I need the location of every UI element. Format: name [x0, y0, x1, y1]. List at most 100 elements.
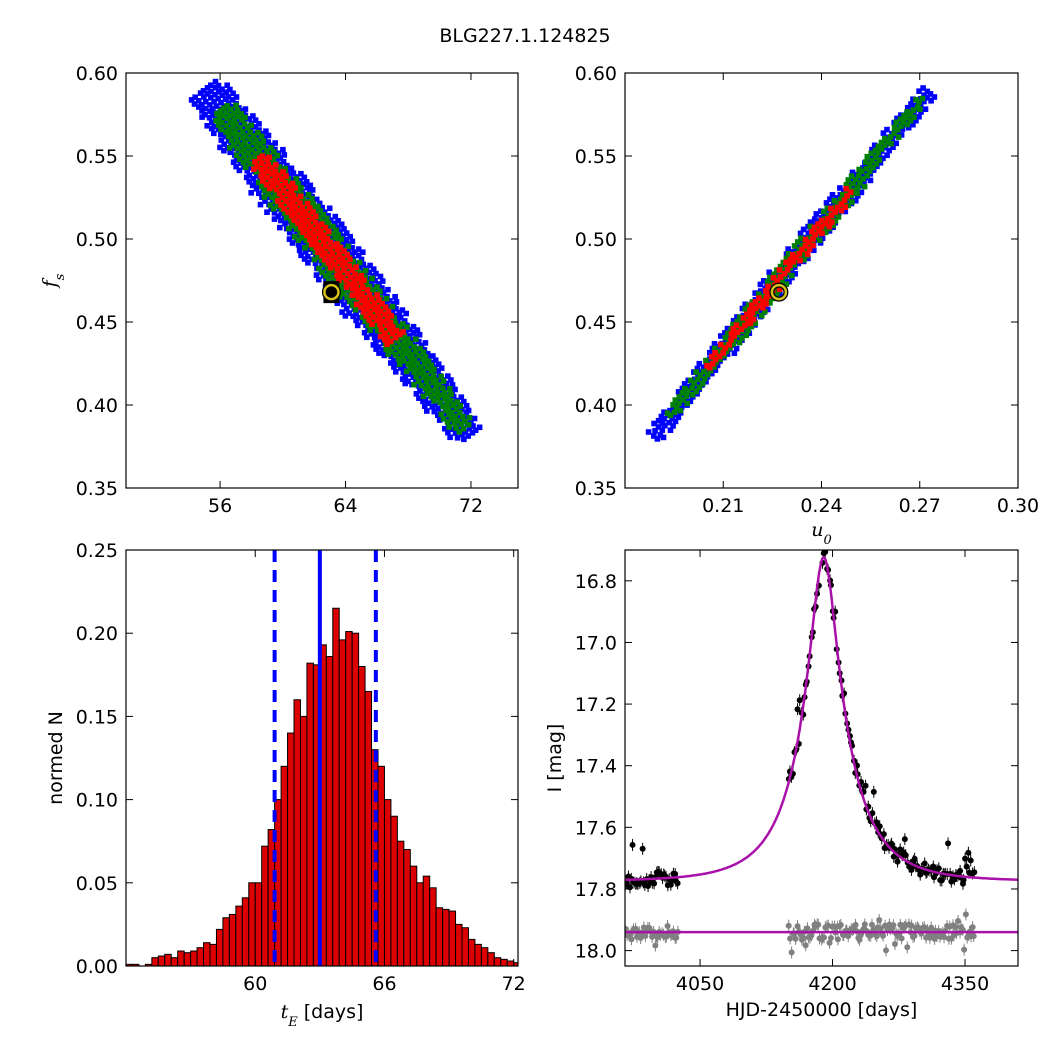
- contour-outer-cell: [377, 336, 383, 343]
- contour-outer-cell: [391, 357, 397, 364]
- contour-mid-cell: [679, 390, 686, 396]
- contour-inner-cell: [728, 337, 734, 343]
- contour-outer-cell: [417, 388, 423, 394]
- contour-mid-cell: [318, 257, 325, 264]
- contour-mid-cell: [217, 108, 224, 114]
- contour-mid-cell: [407, 365, 414, 372]
- contour-outer-cell: [223, 89, 230, 95]
- contour-mid-cell: [682, 385, 688, 392]
- contour-mid-cell: [215, 122, 222, 128]
- contour-outer-cell: [265, 132, 272, 139]
- contour-inner-cell: [311, 226, 318, 233]
- contour-outer-cell: [353, 317, 359, 324]
- contour-outer-cell: [707, 350, 713, 356]
- contour-mid-cell: [404, 324, 410, 330]
- contour-outer-cell: [303, 179, 310, 185]
- contour-mid-cell: [289, 223, 296, 229]
- contour-outer-cell: [282, 220, 288, 227]
- contour-outer-cell: [257, 201, 264, 208]
- contour-inner-cell: [299, 217, 305, 224]
- contour-outer-cell: [871, 142, 878, 149]
- contour-mid-cell: [259, 183, 265, 190]
- contour-inner-cell: [276, 190, 283, 197]
- contour-inner-cell: [295, 214, 302, 220]
- contour-outer-cell: [316, 200, 323, 207]
- contour-mid-cell: [794, 257, 800, 264]
- data-point: [869, 810, 876, 817]
- contour-mid-cell: [919, 95, 926, 102]
- contour-outer-cell: [366, 269, 373, 276]
- contour-mid-cell: [438, 392, 445, 398]
- contour-inner-cell: [826, 223, 833, 230]
- contour-inner-cell: [368, 296, 375, 303]
- contour-outer-cell: [860, 165, 866, 171]
- contour-layer: [645, 85, 938, 442]
- contour-inner-cell: [274, 180, 280, 186]
- histogram-bar: [506, 960, 515, 966]
- data-point: [945, 840, 952, 847]
- contour-outer-cell: [211, 98, 217, 105]
- contour-inner-cell: [286, 202, 293, 208]
- histogram-bar: [215, 928, 224, 966]
- contour-outer-cell: [811, 247, 817, 254]
- contour-mid-cell: [389, 303, 396, 310]
- contour-mid-cell: [403, 368, 410, 375]
- contour-inner-cell: [834, 204, 841, 211]
- contour-inner-cell: [280, 169, 286, 175]
- contour-outer-cell: [302, 249, 309, 255]
- contour-inner-cell: [319, 252, 325, 259]
- contour-mid-cell: [396, 348, 403, 355]
- contour-outer-cell: [340, 239, 347, 245]
- y-axis-label: normed N: [45, 711, 67, 805]
- contour-outer-cell: [675, 414, 682, 421]
- contour-mid-cell: [233, 102, 239, 109]
- contour-mid-cell: [423, 378, 430, 385]
- contour-outer-cell: [284, 162, 290, 169]
- contour-outer-cell: [342, 313, 349, 319]
- contour-mid-cell: [448, 416, 455, 422]
- contour-inner-cell: [258, 160, 265, 166]
- label-sub: s: [53, 273, 68, 280]
- contour-outer-cell: [301, 174, 308, 181]
- contour-inner-cell: [343, 284, 350, 290]
- x-axis-label: tE [days]: [281, 1001, 364, 1030]
- contour-outer-cell: [470, 423, 476, 429]
- contour-outer-cell: [355, 252, 362, 259]
- contour-inner-cell: [720, 350, 726, 356]
- contour-outer-cell: [696, 360, 703, 367]
- contour-inner-cell: [307, 205, 313, 211]
- contour-outer-cell: [829, 192, 836, 198]
- contour-inner-cell: [371, 300, 378, 307]
- contour-inner-cell: [327, 246, 334, 252]
- contour-outer-cell: [761, 278, 767, 284]
- contour-inner-cell: [370, 314, 376, 320]
- contour-mid-cell: [411, 344, 417, 350]
- contour-mid-cell: [807, 242, 813, 249]
- contour-inner-cell: [383, 304, 389, 311]
- data-point: [908, 866, 915, 873]
- contour-outer-cell: [385, 286, 391, 293]
- contour-outer-cell: [672, 418, 679, 425]
- contour-outer-cell: [353, 260, 360, 267]
- contour-outer-cell: [416, 357, 422, 363]
- contour-outer-cell: [852, 171, 858, 178]
- contour-inner-cell: [733, 322, 740, 328]
- axes-frame: [624, 549, 1019, 967]
- contour-mid-cell: [777, 263, 784, 270]
- contour-inner-cell: [319, 246, 325, 252]
- contour-mid-cell: [246, 136, 253, 142]
- y-tick-label: 17.8: [575, 879, 617, 901]
- y-tick-label: 0.10: [76, 790, 118, 812]
- contour-mid-cell: [243, 157, 250, 163]
- contour-inner-cell: [793, 254, 799, 261]
- contour-outer-cell: [462, 429, 469, 435]
- histogram-bar: [461, 927, 469, 966]
- contour-outer-cell: [869, 153, 876, 160]
- contour-mid-cell: [911, 114, 917, 120]
- panel-lightcurve: 4050 4200 4350 16.8 17.0 17.2 17.4 17.6 17.8 18.0…: [544, 549, 1019, 1021]
- contour-mid-cell: [420, 393, 427, 400]
- contour-inner-cell: [273, 162, 279, 168]
- contour-inner-cell: [312, 238, 319, 245]
- contour-outer-cell: [436, 386, 442, 392]
- contour-inner-cell: [382, 336, 388, 343]
